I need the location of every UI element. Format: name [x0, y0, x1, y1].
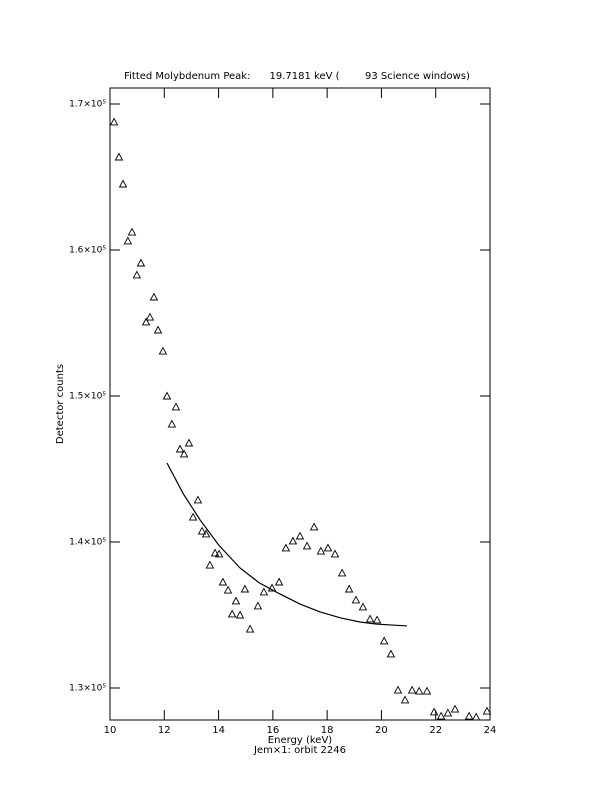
data-point [245, 624, 255, 633]
data-point [344, 584, 354, 593]
data-point [379, 636, 389, 645]
fit-line [166, 462, 407, 627]
data-point [179, 449, 189, 458]
data-point [429, 707, 439, 716]
x-axis-label: Energy (keV) [268, 735, 333, 746]
data-point [422, 686, 432, 695]
data-point [471, 712, 481, 721]
data-point [136, 258, 146, 267]
x-tick-label: 16 [266, 725, 279, 736]
y-tick-label: 1.6×10⁵ [69, 246, 106, 256]
data-point [145, 312, 155, 321]
x-tick-label: 22 [429, 725, 442, 736]
y-tick-label: 1.3×10⁵ [69, 683, 106, 693]
data-point [149, 292, 159, 301]
data-point [302, 541, 312, 550]
x-tick-label: 14 [212, 725, 225, 736]
x-tick-label: 10 [104, 725, 117, 736]
data-point [109, 117, 119, 126]
x-tick-label: 20 [375, 725, 388, 736]
data-point [337, 568, 347, 577]
data-point [240, 584, 250, 593]
data-point [132, 270, 142, 279]
y-tick-label: 1.4×10⁵ [69, 537, 106, 547]
data-point [214, 549, 224, 558]
data-point [235, 610, 245, 619]
data-point [162, 391, 172, 400]
data-point [482, 706, 492, 715]
data-point [351, 595, 361, 604]
data-point [288, 536, 298, 545]
data-point [316, 546, 326, 555]
chart-title: Fitted Molybdenum Peak: 19.7181 keV ( 93… [124, 71, 470, 82]
plot-frame [109, 87, 491, 721]
data-point [218, 577, 228, 586]
data-point [450, 704, 460, 713]
data-point [118, 179, 128, 188]
data-point [127, 227, 137, 236]
data-point [414, 686, 424, 695]
data-point [267, 583, 277, 592]
data-point [393, 685, 403, 694]
data-point [443, 708, 453, 717]
data-point [281, 543, 291, 552]
data-point [167, 419, 177, 428]
data-point [210, 548, 220, 557]
y-tick-label: 1.5×10⁵ [69, 391, 106, 401]
y-axis-label: Detector counts [55, 364, 66, 444]
data-point [365, 614, 375, 623]
data-point [400, 695, 410, 704]
data-point [436, 711, 446, 720]
data-point [386, 649, 396, 658]
subtitle: Jem×1: orbit 2246 [253, 745, 346, 756]
data-point [201, 529, 211, 538]
data-point [274, 577, 284, 586]
data-point [141, 317, 151, 326]
x-tick-label: 24 [484, 725, 497, 736]
data-point [123, 236, 133, 245]
data-point [175, 444, 185, 453]
data-point [114, 152, 124, 161]
data-point [372, 615, 382, 624]
data-point [227, 609, 237, 618]
data-point [253, 601, 263, 610]
data-point [358, 602, 368, 611]
x-tick-label: 12 [158, 725, 171, 736]
data-point [158, 346, 168, 355]
data-point [295, 531, 305, 540]
data-point [184, 438, 194, 447]
data-point [197, 526, 207, 535]
data-point [153, 325, 163, 334]
data-point [193, 495, 203, 504]
data-point [223, 585, 233, 594]
data-point [205, 560, 215, 569]
data-point [171, 402, 181, 411]
data-point [330, 549, 340, 558]
data-point [231, 596, 241, 605]
data-point [407, 685, 417, 694]
data-point [464, 711, 474, 720]
data-point [188, 512, 198, 521]
data-point [309, 522, 319, 531]
x-tick-label: 18 [321, 725, 334, 736]
data-point [323, 543, 333, 552]
data-point [259, 587, 269, 596]
y-tick-label: 1.7×10⁵ [69, 100, 106, 110]
